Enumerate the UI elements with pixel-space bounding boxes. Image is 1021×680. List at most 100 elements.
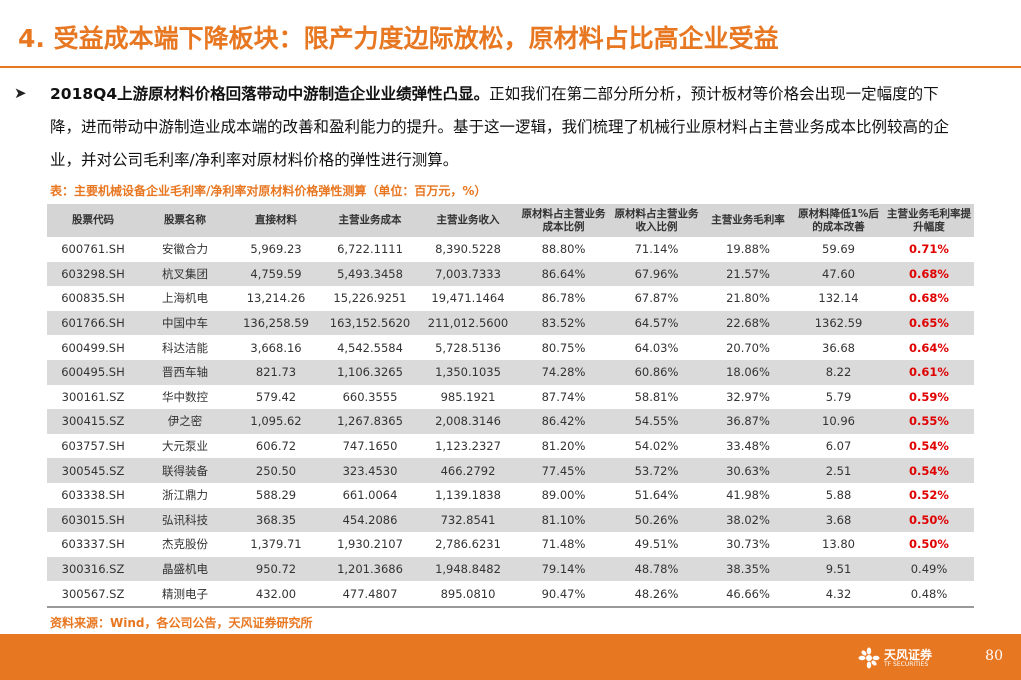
table-cell: 660.3555 [321,384,419,410]
table-cell: 0.49% [884,556,974,582]
table-cell: 41.98% [703,482,793,508]
table-cell: 86.78% [517,286,610,311]
column-header: 主营业务毛利率 [703,204,793,237]
title-divider [0,66,1021,68]
table-cell: 晶盛机电 [139,556,231,582]
table-row: 603015.SH 弘讯科技 368.35 454.2086 732.8541 81.10… [47,507,974,533]
elasticity-table: 股票代码 股票名称 直接材料 主营业务成本 主营业务收入 原材料占主营业务成本比例 原材料占… [47,204,974,606]
table-cell: 1,123.2327 [419,433,517,459]
table-cell: 21.57% [703,261,793,287]
table-cell: 985.1921 [419,384,517,410]
table-cell: 弘讯科技 [139,507,231,533]
intro-text: 正如我们在第二部分所分析，预计板材等价格会出现一定幅度的下降，进而带动中游制造业… [50,85,950,169]
table-cell: 30.73% [703,532,793,557]
table-cell: 18.06% [703,359,793,385]
table-cell: 606.72 [231,433,321,459]
table-cell: 精测电子 [139,581,231,606]
table-cell: 8.22 [793,359,884,385]
table-cell: 600835.SH [47,286,139,311]
table-cell: 0.68% [884,286,974,311]
table-cell: 21.80% [703,286,793,311]
table-cell: 77.45% [517,458,610,483]
table-cell: 38.35% [703,556,793,582]
table-cell: 中国中车 [139,310,231,336]
table-cell: 661.0064 [321,482,419,508]
table-cell: 600499.SH [47,335,139,360]
column-header: 原材料占主营业务收入比例 [610,204,703,237]
table-cell: 54.02% [610,433,703,459]
table-row: 600835.SH 上海机电 13,214.26 15,226.9251 19,471.… [47,286,974,311]
logo-text-block: 天风证券 TF SECURITIES [884,649,932,668]
table-cell: 0.50% [884,507,974,533]
tf-securities-logo: 天风证券 TF SECURITIES [858,645,932,671]
table-cell: 2,008.3146 [419,409,517,434]
data-table-wrap: 股票代码 股票名称 直接材料 主营业务成本 主营业务收入 原材料占主营业务成本比例 原材料占… [47,204,974,608]
table-cell: 36.87% [703,409,793,434]
table-cell: 54.55% [610,409,703,434]
table-cell: 3.68 [793,507,884,533]
table-cell: 58.81% [610,384,703,410]
table-row: 600495.SH 晋西车轴 821.73 1,106.3265 1,350.1035 7… [47,359,974,385]
table-cell: 466.2792 [419,458,517,483]
table-cell: 19.88% [703,237,793,262]
table-cell: 67.87% [610,286,703,311]
table-cell: 30.63% [703,458,793,483]
table-cell: 1,379.71 [231,532,321,557]
table-cell: 浙江鼎力 [139,482,231,508]
column-header: 直接材料 [231,204,321,237]
table-cell: 华中数控 [139,384,231,410]
table-cell: 1362.59 [793,310,884,336]
table-cell: 0.54% [884,433,974,459]
column-header: 股票代码 [47,204,139,237]
table-cell: 46.66% [703,581,793,606]
table-cell: 7,003.7333 [419,261,517,287]
footer-bar [0,634,1021,680]
table-cell: 0.59% [884,384,974,410]
table-cell: 5.79 [793,384,884,410]
table-cell: 603298.SH [47,261,139,287]
table-cell: 4,759.59 [231,261,321,287]
table-cell: 上海机电 [139,286,231,311]
table-cell: 2.51 [793,458,884,483]
source-note: 资料来源：Wind，各公司公告，天风证券研究所 [50,616,313,630]
column-header: 股票名称 [139,204,231,237]
table-cell: 联得装备 [139,458,231,483]
table-row: 300316.SZ 晶盛机电 950.72 1,201.3686 1,948.8482 7… [47,556,974,582]
table-cell: 0.50% [884,532,974,557]
table-cell: 477.4807 [321,581,419,606]
table-cell: 5.88 [793,482,884,508]
table-cell: 53.72% [610,458,703,483]
table-row: 300161.SZ 华中数控 579.42 660.3555 985.1921 87.74… [47,384,974,410]
table-cell: 22.68% [703,310,793,336]
table-cell: 50.26% [610,507,703,533]
table-cell: 杭叉集团 [139,261,231,287]
table-cell: 163,152.5620 [321,310,419,336]
table-cell: 1,267.8365 [321,409,419,434]
table-cell: 60.86% [610,359,703,385]
table-row: 601766.SH 中国中车 136,258.59 163,152.5620 211,0… [47,310,974,336]
table-cell: 48.78% [610,556,703,582]
table-cell: 86.42% [517,409,610,434]
table-cell: 821.73 [231,359,321,385]
table-cell: 13.80 [793,532,884,557]
table-cell: 5,728.5136 [419,335,517,360]
table-cell: 432.00 [231,581,321,606]
column-header: 主营业务毛利率提升幅度 [884,204,974,237]
table-cell: 88.80% [517,237,610,262]
table-cell: 4.32 [793,581,884,606]
column-header: 主营业务收入 [419,204,517,237]
logo-name: 天风证券 [884,647,933,662]
table-cell: 0.52% [884,482,974,508]
table-cell: 132.14 [793,286,884,311]
table-cell: 80.75% [517,335,610,360]
table-row: 300567.SZ 精测电子 432.00 477.4807 895.0810 90.47… [47,581,974,606]
table-cell: 3,668.16 [231,335,321,360]
table-cell: 136,258.59 [231,310,321,336]
column-header: 原材料降低1%后的成本改善 [793,204,884,237]
table-cell: 601766.SH [47,310,139,336]
table-row: 603337.SH 杰克股份 1,379.71 1,930.2107 2,786.623… [47,532,974,557]
table-cell: 87.74% [517,384,610,410]
table-cell: 安徽合力 [139,237,231,262]
table-cell: 5,493.3458 [321,261,419,287]
table-cell: 0.68% [884,261,974,287]
